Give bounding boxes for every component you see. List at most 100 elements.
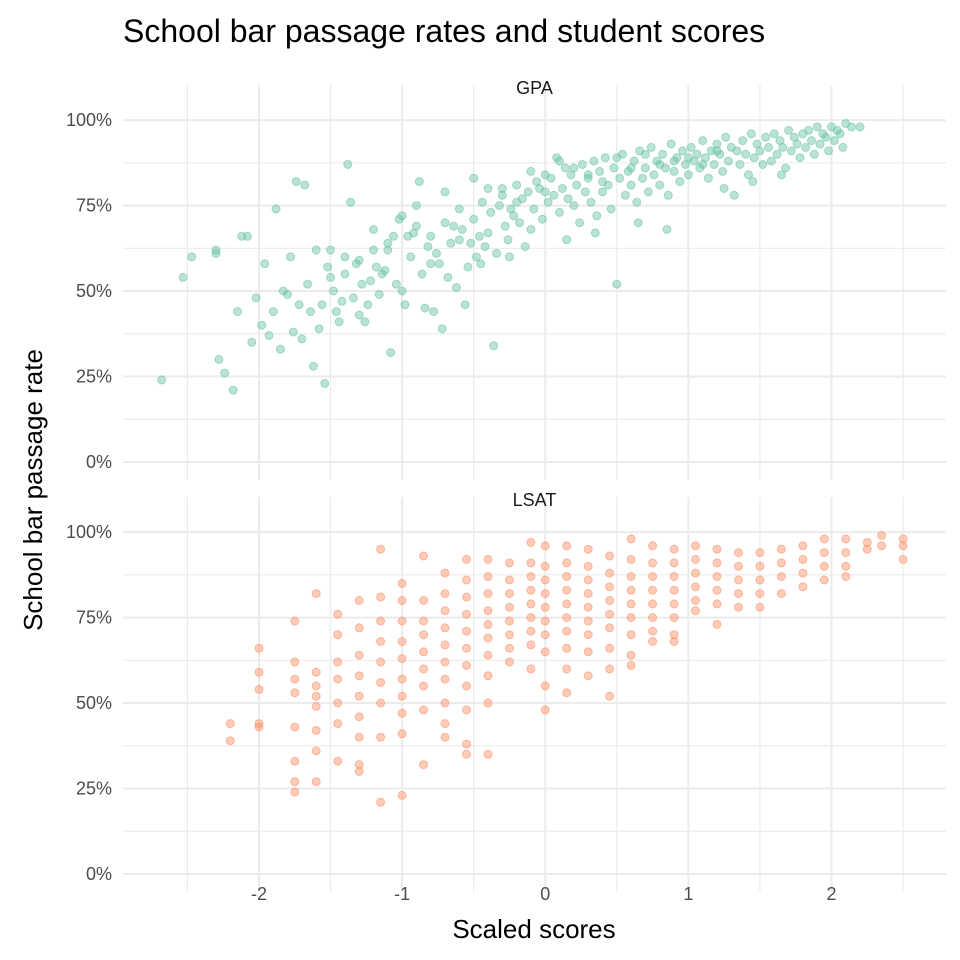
data-point — [583, 671, 593, 681]
data-point — [314, 324, 324, 334]
data-point — [389, 231, 398, 241]
data-point — [311, 681, 321, 691]
data-point — [286, 252, 295, 262]
data-point — [655, 160, 665, 169]
y-tick-label: 25% — [76, 779, 112, 799]
data-point — [755, 561, 765, 571]
data-point — [877, 541, 887, 551]
data-point — [626, 660, 636, 670]
data-point — [509, 211, 519, 221]
y-tick-label: 50% — [76, 693, 112, 713]
data-point — [583, 170, 593, 180]
data-point — [526, 585, 536, 595]
data-point — [397, 637, 407, 646]
data-point — [572, 180, 582, 190]
data-point — [354, 255, 364, 265]
data-point — [483, 554, 493, 564]
data-point — [333, 630, 343, 640]
data-point — [766, 156, 776, 166]
data-point — [712, 572, 722, 581]
data-point — [397, 596, 407, 605]
data-point — [755, 602, 765, 612]
data-point — [841, 572, 851, 581]
data-point — [683, 170, 693, 180]
x-tick-label: 2 — [826, 884, 836, 904]
data-point — [290, 722, 300, 732]
data-point — [343, 160, 353, 169]
facet-label-gpa: GPA — [516, 78, 553, 98]
data-point — [605, 551, 615, 561]
data-point — [469, 214, 479, 224]
data-point — [540, 647, 550, 657]
data-point — [440, 698, 450, 708]
data-point — [454, 235, 464, 245]
data-point — [807, 136, 816, 146]
data-point — [620, 190, 630, 200]
data-point — [560, 163, 570, 173]
data-point — [648, 572, 658, 581]
data-point — [417, 269, 427, 279]
data-point — [734, 589, 743, 599]
data-point — [357, 279, 367, 289]
data-point — [360, 317, 370, 327]
data-point — [712, 146, 722, 156]
data-point — [764, 142, 773, 152]
data-point — [374, 290, 384, 299]
y-tick-label: 75% — [76, 608, 112, 628]
data-point — [583, 544, 593, 554]
data-point — [505, 630, 514, 640]
data-point — [434, 259, 444, 269]
data-point — [698, 160, 708, 169]
data-point — [462, 705, 471, 715]
x-axis-title: Scaled scores — [452, 914, 615, 944]
data-point — [300, 180, 310, 190]
data-point — [819, 575, 829, 585]
data-point — [526, 599, 536, 609]
data-point — [419, 551, 429, 561]
data-point — [311, 589, 321, 599]
data-point — [540, 187, 550, 197]
data-point — [658, 149, 668, 159]
data-point — [211, 245, 221, 255]
data-point — [744, 170, 753, 180]
data-point — [583, 589, 593, 599]
x-tick-label: -2 — [251, 884, 267, 904]
data-point — [569, 163, 579, 173]
data-point — [683, 153, 693, 163]
data-point — [855, 122, 865, 132]
data-point — [575, 218, 585, 228]
data-point — [723, 156, 733, 166]
data-point — [898, 541, 908, 551]
data-point — [340, 269, 350, 279]
data-point — [557, 184, 567, 193]
data-point — [669, 572, 679, 581]
data-point — [669, 558, 679, 568]
data-point — [383, 238, 393, 248]
data-point — [483, 606, 493, 616]
data-point — [563, 194, 573, 204]
data-point — [526, 166, 536, 176]
data-point — [400, 300, 410, 310]
data-point — [497, 190, 507, 200]
data-point — [419, 596, 429, 605]
data-point — [297, 334, 307, 344]
data-point — [376, 698, 386, 708]
data-point — [369, 225, 378, 234]
data-point — [419, 630, 429, 640]
data-point — [841, 534, 851, 544]
data-point — [589, 156, 599, 166]
data-point — [540, 705, 550, 715]
data-point — [290, 616, 300, 626]
data-point — [462, 681, 471, 691]
x-tick-label: 0 — [540, 884, 550, 904]
data-point — [419, 664, 429, 674]
data-point — [449, 221, 459, 231]
data-point — [691, 582, 700, 592]
data-point — [397, 578, 407, 588]
data-point — [583, 602, 593, 612]
data-point — [709, 160, 719, 169]
data-point — [462, 592, 471, 602]
data-point — [440, 623, 450, 633]
data-point — [829, 136, 839, 146]
data-point — [734, 602, 743, 612]
